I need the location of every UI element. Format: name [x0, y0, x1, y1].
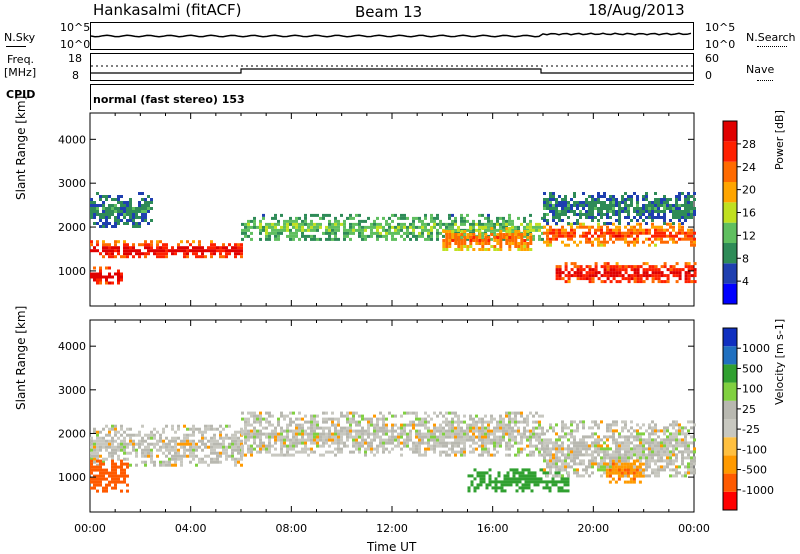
velocity-cbar-cell [723, 400, 737, 419]
velocity-cbar-tick-label: -100 [742, 443, 767, 456]
station-title: Hankasalmi (fitACF) [93, 1, 242, 19]
velocity-ytick-label: 4000 [58, 340, 86, 353]
xtick-label: 00:00 [678, 522, 710, 535]
velocity-cbar-frame [722, 327, 738, 511]
velocity-cbar-cell [723, 419, 737, 438]
velocity-cbar-tick-label: -500 [742, 464, 767, 477]
velocity-cbar-cell [723, 455, 737, 474]
power-ytick-label: 1000 [58, 265, 86, 278]
power-cells [90, 192, 697, 285]
power-cbar-tick-label: 4 [742, 275, 749, 288]
power-cbar-tick-label: 28 [742, 138, 756, 151]
nave-label: Nave [746, 63, 775, 76]
nave-tick-bottom: 0 [705, 69, 712, 82]
xtick-label: 20:00 [577, 522, 609, 535]
velocity-cbar-cell [723, 346, 737, 365]
velocity-cbar-cell [723, 473, 737, 492]
nsearch-label: N.Search [746, 31, 796, 44]
velocity-cbar-tick-label: -25 [742, 423, 760, 436]
power-cbar-tick-label: 8 [742, 252, 749, 265]
velocity-cbar-tick-label: 100 [742, 383, 763, 396]
velocity-cbar-tick-label: 500 [742, 362, 763, 375]
velocity-ytick-label: 3000 [58, 384, 86, 397]
velocity-cbar-tick-label: 1000 [742, 342, 770, 355]
freq-panel [90, 53, 694, 81]
xtick-label: 00:00 [74, 522, 106, 535]
power-cbar-cell [723, 121, 737, 142]
power-cbar-cell [723, 283, 737, 304]
cpid-panel: normal (fast stereo) 153 [90, 84, 694, 110]
power-cbar-cell [723, 202, 737, 223]
nsearch-tick-top: 10^5 [705, 21, 736, 34]
nsky-trace [91, 32, 692, 38]
freq-tick-top: 18 [68, 52, 82, 65]
velocity-cells [90, 411, 696, 493]
xtick-label: 08:00 [275, 522, 307, 535]
nsearch-legend-line [757, 46, 787, 47]
nsky-label: N.Sky [4, 31, 36, 44]
velocity-ytick-label: 1000 [58, 471, 86, 484]
power-cbar-tick-label: 24 [742, 161, 756, 174]
nave-legend-line [757, 80, 773, 81]
nsearch-tick-bottom: 10^0 [705, 38, 736, 51]
velocity-cbar-tick-label: -1000 [742, 484, 774, 497]
xtick-label: 12:00 [376, 522, 408, 535]
nsky-tick-top: 10^5 [60, 21, 91, 34]
nave-tick-top: 60 [705, 52, 719, 65]
power-cbar-cell [723, 161, 737, 182]
cpid-text: normal (fast stereo) 153 [93, 93, 245, 106]
freq-label-top: Freq. [7, 53, 35, 66]
velocity-ylabel: Slant Range [km] [14, 305, 28, 410]
nsky-panel [90, 22, 694, 50]
nsky-tick-bottom: 10^0 [60, 38, 91, 51]
nsky-legend-line [6, 46, 26, 47]
beam-title: Beam 13 [355, 3, 423, 21]
cpid-label: CPID [6, 88, 36, 101]
xlabel: Time UT [367, 540, 417, 554]
power-cbar-cell [723, 182, 737, 203]
power-ytick-label: 3000 [58, 177, 86, 190]
power-cbar-label: Power [dB] [773, 110, 786, 170]
power-ylabel: Slant Range [km] [14, 95, 28, 200]
xtick-label: 16:00 [477, 522, 509, 535]
power-ytick-label: 2000 [58, 221, 86, 234]
velocity-cbar-cell [723, 491, 737, 510]
velocity-cbar-label: Velocity [m s-1] [773, 318, 786, 405]
velocity-cbar-cell [723, 382, 737, 401]
velocity-ytick-label: 2000 [58, 427, 86, 440]
xtick-label: 04:00 [175, 522, 207, 535]
power-cbar-tick-label: 20 [742, 184, 756, 197]
power-cbar-cell [723, 243, 737, 264]
freq-trace [91, 65, 693, 74]
velocity-cbar-cell [723, 437, 737, 456]
date-title: 18/Aug/2013 [588, 1, 685, 19]
velocity-cbar-tick-label: 25 [742, 403, 756, 416]
freq-tick-bottom: 8 [72, 69, 79, 82]
power-cbar-cell [723, 263, 737, 284]
power-cbar-cell [723, 141, 737, 162]
velocity-cbar-cell [723, 328, 737, 347]
power-ytick-label: 4000 [58, 133, 86, 146]
power-cbar-tick-label: 16 [742, 207, 756, 220]
velocity-cbar-cell [723, 364, 737, 383]
power-cbar-cell [723, 222, 737, 243]
freq-label-bottom: [MHz] [4, 66, 37, 79]
power-cbar-tick-label: 12 [742, 229, 756, 242]
